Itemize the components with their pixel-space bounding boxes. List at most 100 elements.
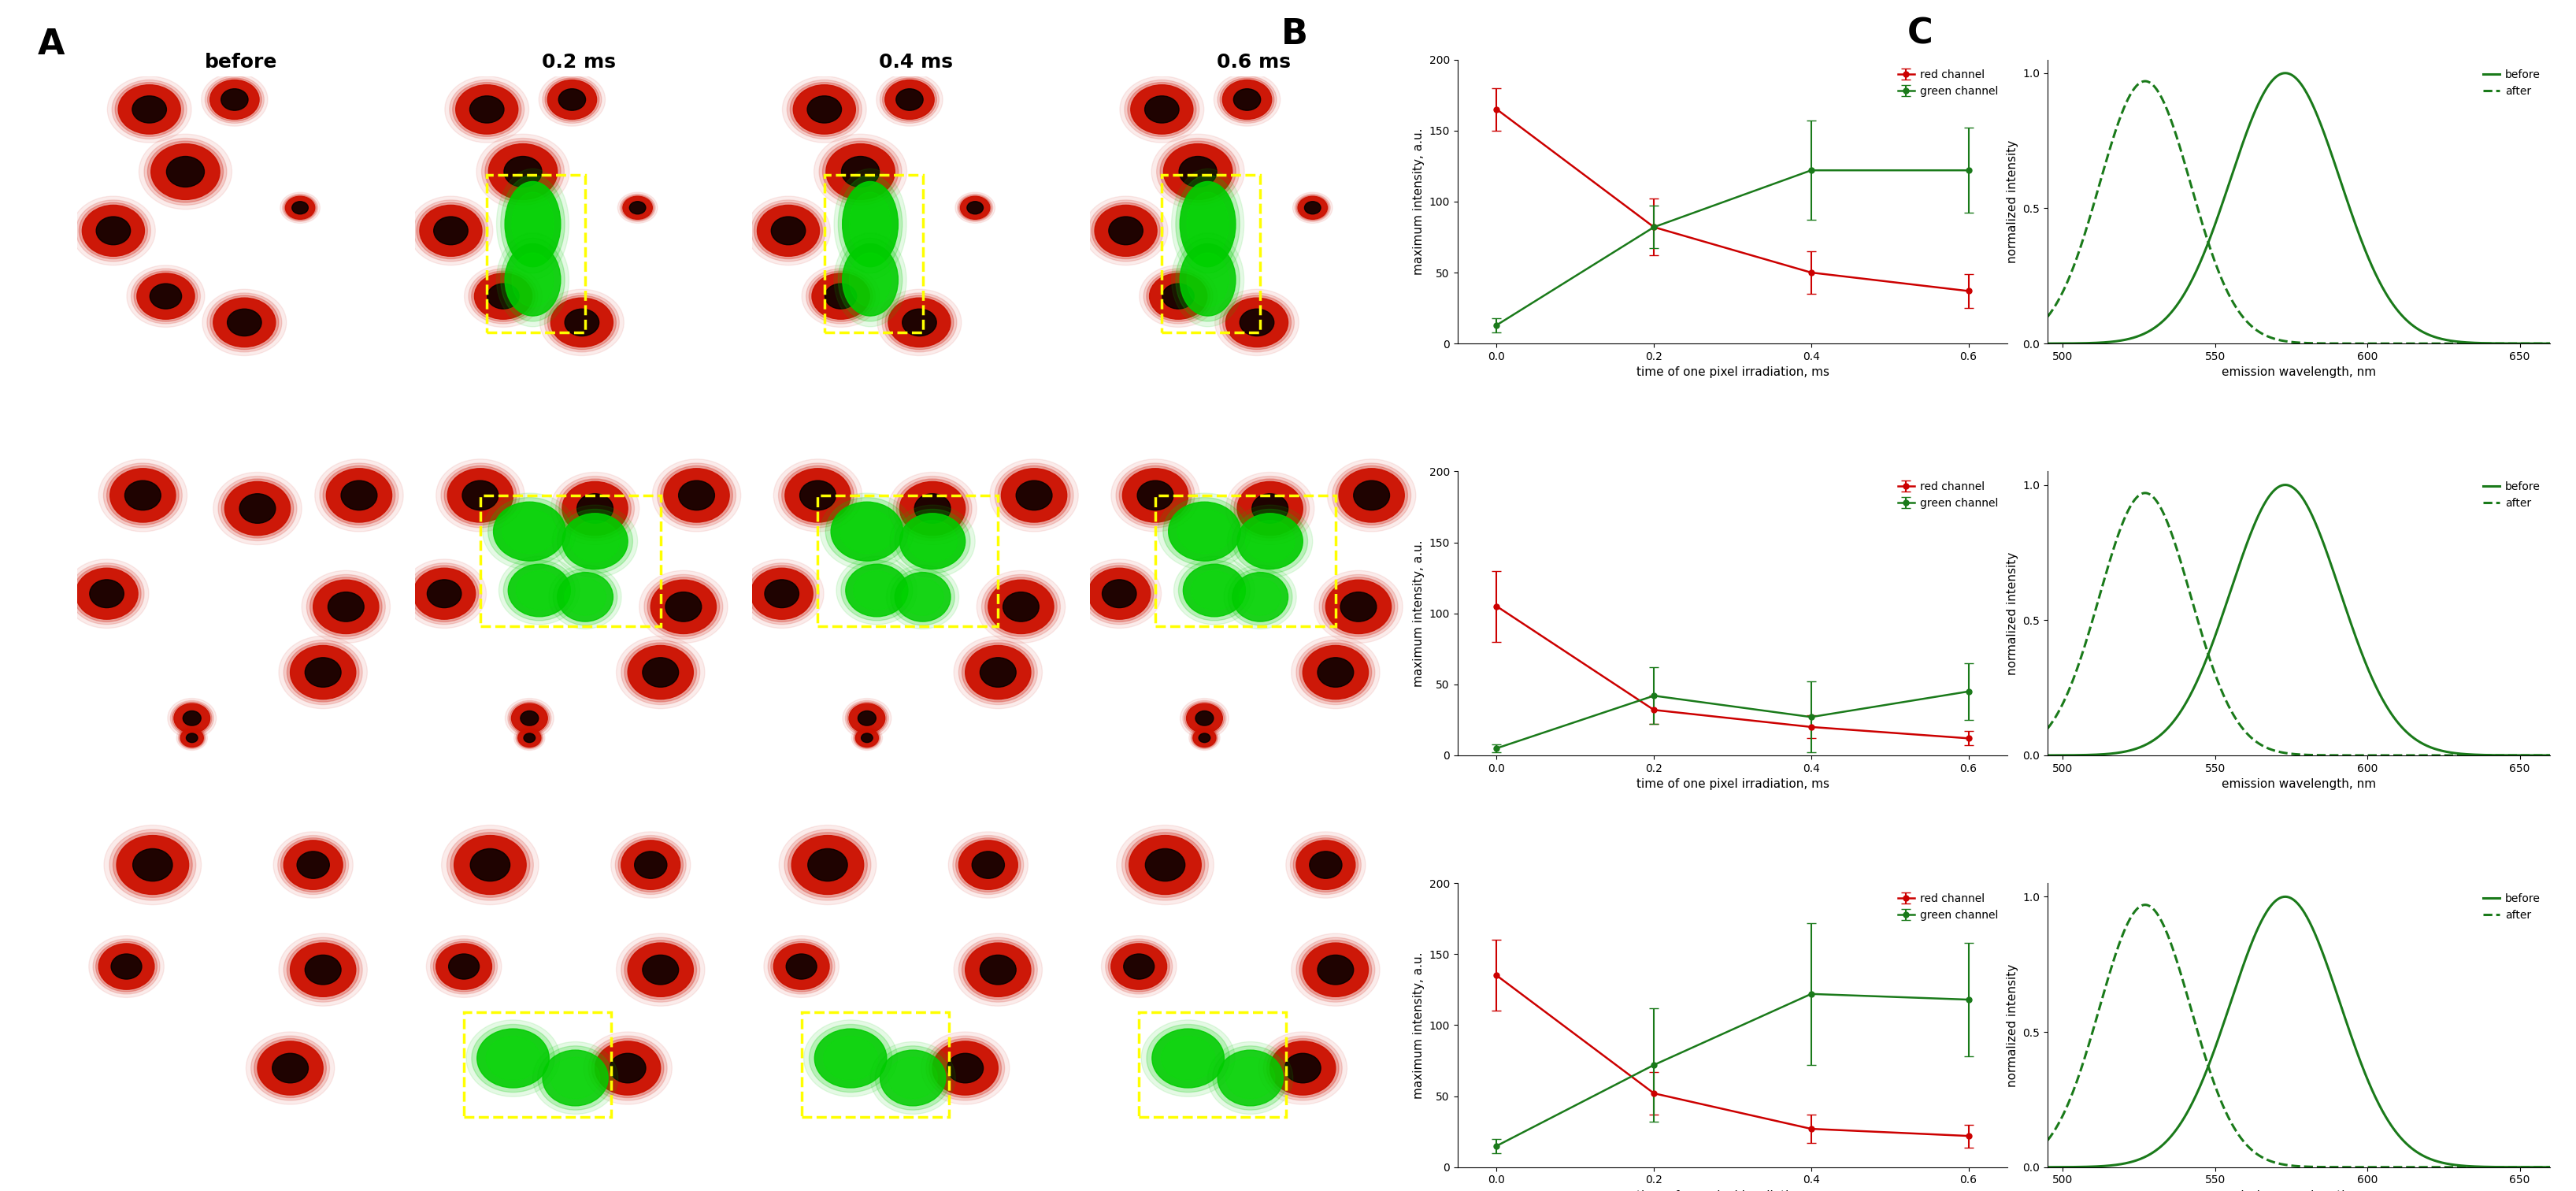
Ellipse shape [814,1029,886,1087]
Ellipse shape [850,192,891,256]
after [2130,74,2161,88]
Ellipse shape [958,195,992,220]
Ellipse shape [773,459,863,531]
Ellipse shape [1193,729,1216,747]
Ellipse shape [240,494,276,523]
Ellipse shape [1175,175,1239,273]
Ellipse shape [314,459,404,531]
Ellipse shape [219,476,296,541]
Ellipse shape [440,825,538,905]
Ellipse shape [487,498,572,566]
Ellipse shape [1327,459,1417,531]
Ellipse shape [227,308,263,336]
Ellipse shape [1291,636,1381,709]
Ellipse shape [554,569,618,625]
Ellipse shape [562,513,629,569]
Ellipse shape [1146,1024,1229,1092]
Ellipse shape [497,169,569,280]
Ellipse shape [309,578,381,636]
Ellipse shape [1131,85,1193,135]
Ellipse shape [1180,156,1216,187]
Ellipse shape [340,481,376,510]
Ellipse shape [513,704,549,732]
Ellipse shape [281,192,319,223]
Ellipse shape [896,89,922,111]
Ellipse shape [1121,466,1190,525]
Ellipse shape [556,573,613,622]
Ellipse shape [966,646,1030,699]
Ellipse shape [111,80,185,139]
Ellipse shape [502,560,574,621]
Title: 0.2 ms: 0.2 ms [541,52,616,71]
Ellipse shape [250,1036,330,1100]
Ellipse shape [487,1036,541,1080]
Ellipse shape [611,831,690,898]
Ellipse shape [98,459,188,531]
Ellipse shape [1188,252,1229,307]
Ellipse shape [1180,244,1236,316]
Ellipse shape [283,841,343,890]
Ellipse shape [407,563,482,624]
Ellipse shape [90,580,124,607]
Ellipse shape [1015,481,1051,510]
Ellipse shape [1270,1041,1334,1095]
Ellipse shape [1226,472,1314,544]
Ellipse shape [871,1042,956,1114]
Ellipse shape [809,1024,891,1092]
after [2424,748,2455,762]
Ellipse shape [1296,195,1329,220]
Ellipse shape [551,298,613,347]
Ellipse shape [515,725,546,750]
Ellipse shape [886,565,958,629]
Ellipse shape [222,479,294,538]
after [2267,333,2298,348]
Ellipse shape [804,1019,896,1097]
Ellipse shape [502,510,556,554]
Ellipse shape [783,76,866,143]
X-axis label: emission wavelength, nm: emission wavelength, nm [2221,367,2375,379]
Ellipse shape [415,200,489,261]
Ellipse shape [98,943,155,990]
Ellipse shape [894,476,971,541]
before [2550,336,2576,350]
before [2339,1036,2370,1050]
Ellipse shape [1298,643,1370,701]
Y-axis label: Sample 1 (PVA): Sample 1 (PVA) [1422,186,1437,295]
Y-axis label: maximum intensity, a.u.: maximum intensity, a.u. [1412,952,1425,1098]
before [2267,67,2298,81]
Ellipse shape [283,195,317,220]
Ellipse shape [595,1041,659,1095]
Ellipse shape [881,76,940,123]
Ellipse shape [979,657,1015,687]
Ellipse shape [291,943,355,997]
Ellipse shape [845,700,889,736]
Ellipse shape [562,481,629,536]
Bar [1139,1012,1285,1117]
Ellipse shape [616,934,706,1006]
Ellipse shape [994,463,1074,528]
after [2123,899,2154,913]
Ellipse shape [147,141,224,202]
Ellipse shape [466,1019,559,1097]
Ellipse shape [564,308,600,336]
Ellipse shape [500,556,580,624]
Ellipse shape [842,698,891,738]
Ellipse shape [850,252,891,307]
Ellipse shape [1224,80,1273,119]
Ellipse shape [513,252,554,307]
Ellipse shape [822,141,899,202]
Ellipse shape [1110,943,1167,990]
Ellipse shape [811,273,871,319]
Legend: red channel, green channel: red channel, green channel [1893,888,2002,925]
Ellipse shape [956,838,1020,892]
after [2166,969,2197,984]
Ellipse shape [778,463,858,528]
Ellipse shape [853,727,881,749]
Ellipse shape [1090,200,1164,261]
Ellipse shape [1128,82,1195,137]
Ellipse shape [961,940,1033,999]
Ellipse shape [933,1041,997,1095]
Ellipse shape [523,734,536,742]
after [2378,748,2409,762]
Ellipse shape [507,565,569,617]
